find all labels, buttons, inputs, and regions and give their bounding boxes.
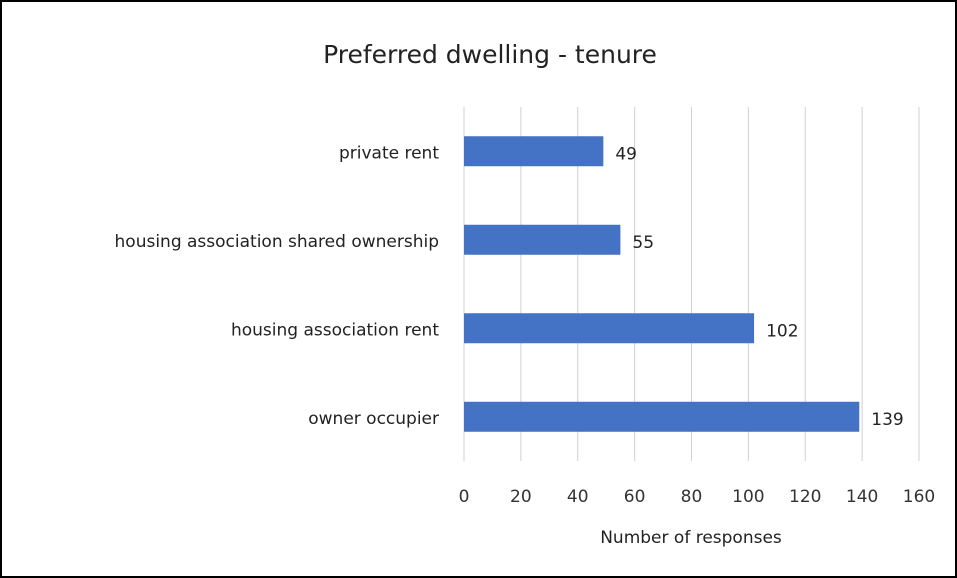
bar bbox=[464, 224, 621, 255]
x-tick-label: 20 bbox=[510, 487, 532, 507]
x-tick-label: 100 bbox=[732, 487, 764, 507]
data-label: 139 bbox=[871, 410, 903, 430]
x-tick-label: 60 bbox=[624, 487, 646, 507]
y-tick-label: housing association rent bbox=[231, 320, 439, 340]
x-tick-label: 0 bbox=[459, 487, 470, 507]
bar bbox=[464, 401, 860, 432]
x-tick-label: 120 bbox=[789, 487, 821, 507]
data-label: 49 bbox=[615, 144, 637, 164]
x-axis-title: Number of responses bbox=[600, 528, 782, 548]
bar bbox=[464, 313, 755, 344]
x-tick-label: 80 bbox=[681, 487, 703, 507]
chart-title: Preferred dwelling - tenure bbox=[323, 40, 657, 69]
bar bbox=[464, 136, 604, 167]
x-tick-label: 40 bbox=[567, 487, 589, 507]
y-tick-label: housing association shared ownership bbox=[115, 232, 439, 252]
data-label: 102 bbox=[766, 321, 798, 341]
x-tick-label: 140 bbox=[846, 487, 878, 507]
y-tick-label: owner occupier bbox=[308, 409, 439, 429]
data-label: 55 bbox=[632, 233, 654, 253]
x-tick-label: 160 bbox=[903, 487, 935, 507]
y-tick-label: private rent bbox=[339, 143, 439, 163]
